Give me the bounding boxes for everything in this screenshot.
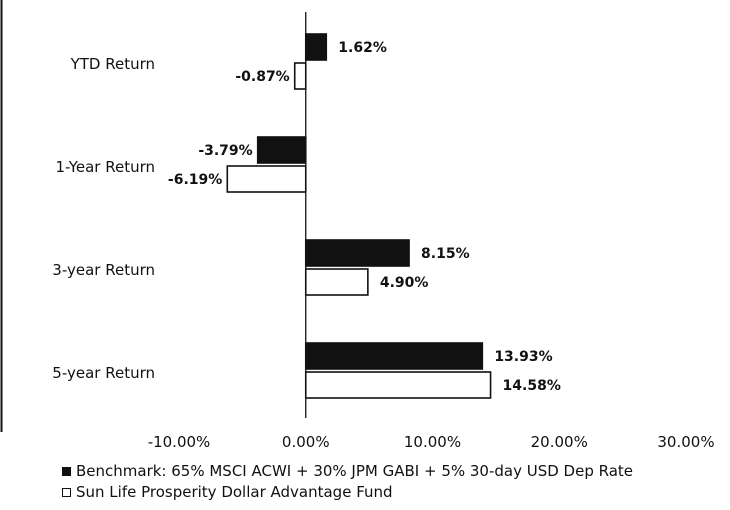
category-label: 1-Year Return [56,158,155,176]
benchmark-data-label: 13.93% [494,349,552,365]
category-label: 5-year Return [52,364,155,382]
fund-swatch [62,487,71,497]
category-label: 3-year Return [52,261,155,279]
return-bar-chart: YTD Return 1.62% -0.87% 1-Year Return -3.79%… [0,0,715,450]
x-tick-label: 10.00% [404,433,461,450]
benchmark-bar [304,239,410,267]
benchmark-swatch [62,466,71,476]
x-tick-label: -10.00% [148,433,211,450]
benchmark-bar [304,33,328,61]
category-label: YTD Return [70,55,155,73]
fund-bar [304,268,369,296]
fund-data-label: 4.90% [380,275,429,291]
legend-label-benchmark: Benchmark: 65% MSCI ACWI + 30% JPM GABI … [76,462,634,480]
fund-data-label: -6.19% [168,172,222,188]
legend-item-fund: Sun Life Prosperity Dollar Advantage Fun… [62,482,722,502]
legend-label-fund: Sun Life Prosperity Dollar Advantage Fun… [76,483,393,501]
benchmark-data-label: 8.15% [421,246,470,262]
legend-item-benchmark: Benchmark: 65% MSCI ACWI + 30% JPM GABI … [62,461,722,481]
fund-bar [226,165,307,193]
fund-data-label: 14.58% [503,378,561,394]
x-tick-label: 20.00% [531,433,588,450]
benchmark-data-label: 1.62% [338,40,387,56]
fund-data-label: -0.87% [235,69,289,85]
benchmark-bar [256,136,307,164]
fund-bar [293,62,307,90]
benchmark-data-label: -3.79% [198,143,252,159]
benchmark-bar [304,342,484,370]
fund-bar [304,371,492,399]
x-tick-label: 0.00% [282,433,330,450]
x-tick-label: 30.00% [657,433,714,450]
